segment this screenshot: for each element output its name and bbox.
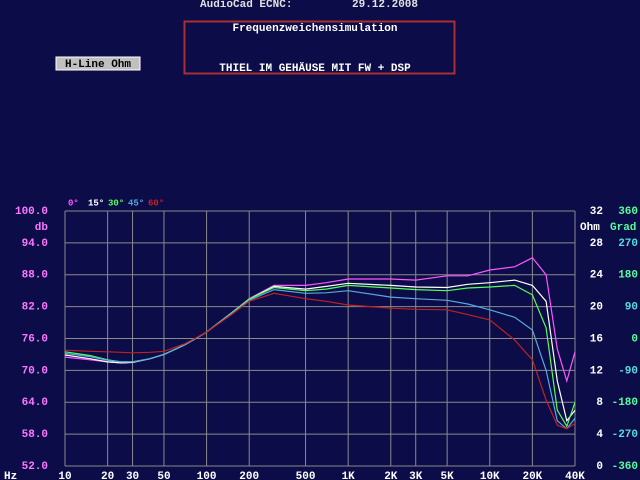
button[interactable]: H-Line Ohm [65, 59, 131, 71]
series-line [64, 288, 576, 430]
y-tick-label: 58.0 [22, 429, 48, 441]
x-tick-label: 10K [480, 471, 500, 480]
legend-entry: 0° [68, 198, 79, 208]
y-tick-label: 94.0 [22, 238, 48, 250]
y-axis-label: db [35, 222, 49, 234]
y3-tick-label: 180 [618, 270, 638, 282]
y2-tick-label: 28 [590, 238, 604, 250]
y-tick-label: 88.0 [22, 270, 48, 282]
chart-subtitle: THIEL IM GEHÄUSE MIT FW + DSP [219, 62, 411, 75]
x-tick-label: 5K [441, 471, 455, 480]
legend-entry: 45° [128, 198, 144, 208]
y3-tick-label: 0 [631, 333, 638, 345]
y3-tick-label: -360 [612, 461, 638, 473]
legend-entry: 30° [108, 198, 124, 208]
y3-tick-label: 360 [618, 206, 638, 218]
x-tick-label: 30 [126, 471, 139, 480]
y2-axis-label: Ohm [580, 222, 600, 234]
y2-tick-label: 4 [596, 429, 603, 441]
x-tick-label: 3K [409, 471, 423, 480]
x-tick-label: 50 [157, 471, 170, 480]
series-line [64, 292, 576, 430]
y-tick-label: 70.0 [22, 365, 48, 377]
title-box [183, 20, 456, 75]
date: 29.12.2008 [352, 0, 418, 11]
y-tick-label: 52.0 [22, 461, 48, 473]
y3-tick-label: -90 [618, 365, 638, 377]
x-tick-label: 200 [239, 471, 259, 480]
y3-tick-label: -180 [612, 397, 638, 409]
x-axis-label: Hz [4, 471, 17, 480]
y-tick-label: 82.0 [22, 302, 48, 314]
x-tick-label: 2K [384, 471, 398, 480]
x-tick-label: 40K [565, 471, 585, 480]
x-tick-label: 20K [522, 471, 542, 480]
legend-entry: 60° [148, 198, 164, 208]
y2-tick-label: 0 [596, 461, 603, 473]
x-tick-label: 500 [296, 471, 316, 480]
y2-tick-label: 20 [590, 302, 603, 314]
x-tick-label: 10 [58, 471, 71, 480]
y3-axis-label: Grad [610, 222, 636, 234]
legend-entry: 15° [88, 198, 104, 208]
y-tick-label: 64.0 [22, 397, 48, 409]
y2-tick-label: 32 [590, 206, 603, 218]
x-tick-label: 20 [101, 471, 114, 480]
chart-title: Frequenzweichensimulation [232, 23, 397, 35]
y2-tick-label: 16 [590, 333, 603, 345]
y3-tick-label: 90 [625, 302, 638, 314]
y2-tick-label: 24 [590, 270, 604, 282]
y2-tick-label: 8 [596, 397, 603, 409]
app-name: AudioCad ECNC: [200, 0, 292, 11]
y2-tick-label: 12 [590, 365, 603, 377]
x-tick-label: 100 [197, 471, 217, 480]
y-tick-label: 100.0 [15, 206, 48, 218]
x-tick-label: 1K [342, 471, 356, 480]
button-bg[interactable] [55, 56, 141, 71]
y3-tick-label: -270 [612, 429, 638, 441]
y3-tick-label: 270 [618, 238, 638, 250]
y-tick-label: 76.0 [22, 333, 48, 345]
